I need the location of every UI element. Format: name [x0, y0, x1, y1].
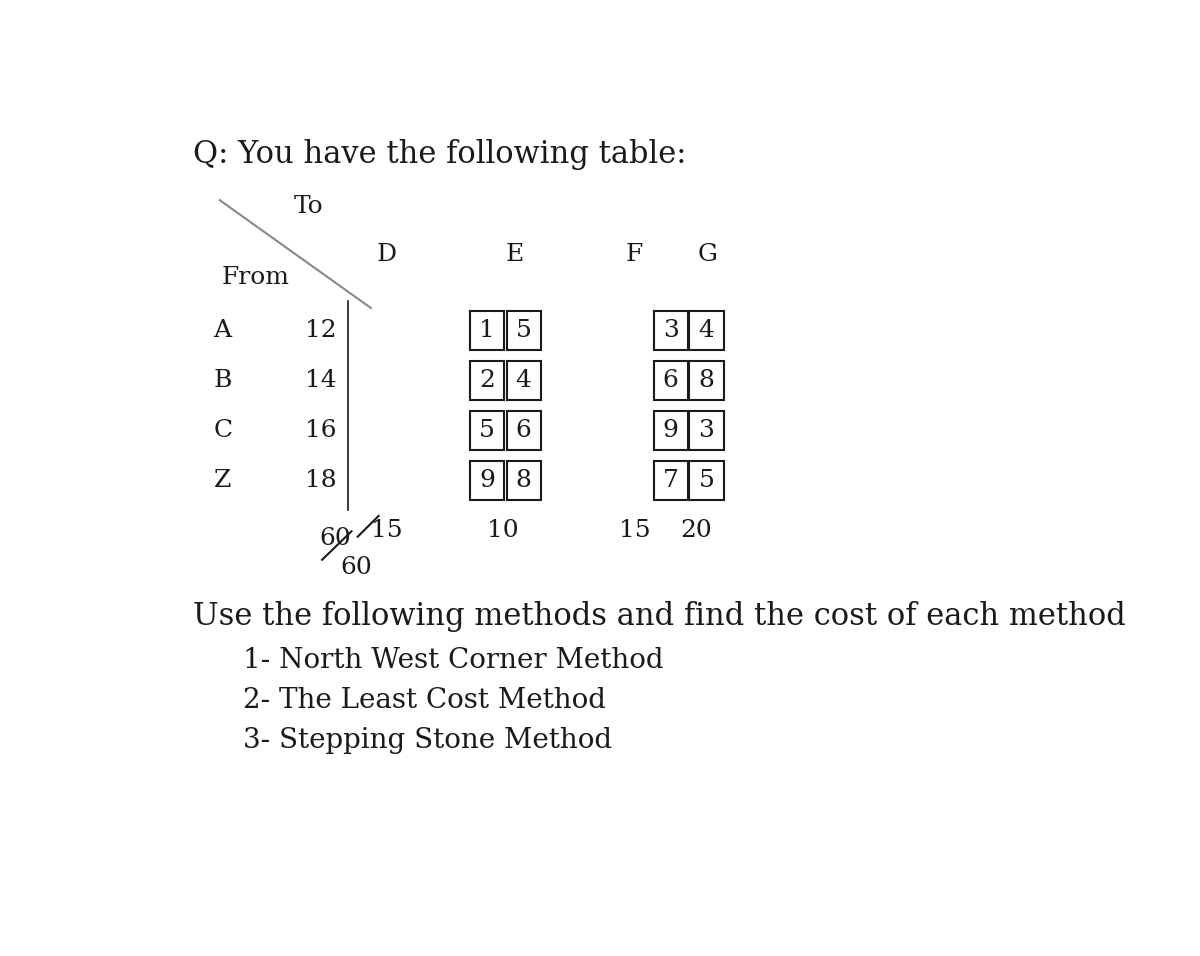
Text: To: To: [293, 195, 323, 218]
Bar: [654, 361, 688, 400]
Text: 9: 9: [662, 419, 679, 442]
Text: 16: 16: [305, 419, 337, 442]
Text: G: G: [698, 243, 718, 266]
Text: A: A: [214, 318, 232, 342]
Bar: [506, 311, 541, 350]
Bar: [506, 461, 541, 500]
Text: 4: 4: [698, 318, 714, 342]
Text: 15: 15: [618, 519, 650, 542]
Text: 8: 8: [698, 369, 714, 392]
Text: B: B: [214, 369, 232, 392]
Text: 5: 5: [479, 419, 496, 442]
Bar: [654, 311, 688, 350]
Text: 3: 3: [662, 318, 679, 342]
Bar: [470, 311, 504, 350]
Text: 60: 60: [319, 527, 350, 550]
Bar: [506, 361, 541, 400]
Text: 5: 5: [698, 469, 714, 492]
Text: 3- Stepping Stone Method: 3- Stepping Stone Method: [242, 727, 612, 754]
Bar: [689, 361, 724, 400]
Text: Z: Z: [214, 469, 230, 492]
Text: 8: 8: [516, 469, 532, 492]
Text: 3: 3: [698, 419, 714, 442]
Bar: [654, 461, 688, 500]
Text: 1- North West Corner Method: 1- North West Corner Method: [242, 647, 664, 674]
Text: 6: 6: [516, 419, 532, 442]
Text: 2: 2: [479, 369, 496, 392]
Text: 9: 9: [479, 469, 496, 492]
Text: From: From: [221, 266, 289, 289]
Text: 18: 18: [305, 469, 337, 492]
Text: 12: 12: [305, 318, 337, 342]
Text: F: F: [625, 243, 643, 266]
Text: 5: 5: [516, 318, 532, 342]
Bar: [470, 411, 504, 449]
Bar: [689, 411, 724, 449]
Text: 4: 4: [516, 369, 532, 392]
Text: 14: 14: [305, 369, 337, 392]
Bar: [470, 361, 504, 400]
Text: D: D: [377, 243, 396, 266]
Bar: [506, 411, 541, 449]
Text: 10: 10: [487, 519, 518, 542]
Text: C: C: [214, 419, 233, 442]
Text: Q: You have the following table:: Q: You have the following table:: [193, 139, 686, 169]
Bar: [689, 461, 724, 500]
Text: 2- The Least Cost Method: 2- The Least Cost Method: [242, 686, 606, 714]
Text: 15: 15: [371, 519, 402, 542]
Text: 60: 60: [340, 556, 372, 579]
Bar: [689, 311, 724, 350]
Text: 6: 6: [662, 369, 679, 392]
Text: Use the following methods and find the cost of each method: Use the following methods and find the c…: [193, 600, 1126, 632]
Text: 20: 20: [680, 519, 713, 542]
Bar: [470, 461, 504, 500]
Text: 1: 1: [479, 318, 496, 342]
Text: 7: 7: [662, 469, 679, 492]
Bar: [654, 411, 688, 449]
Text: E: E: [505, 243, 523, 266]
